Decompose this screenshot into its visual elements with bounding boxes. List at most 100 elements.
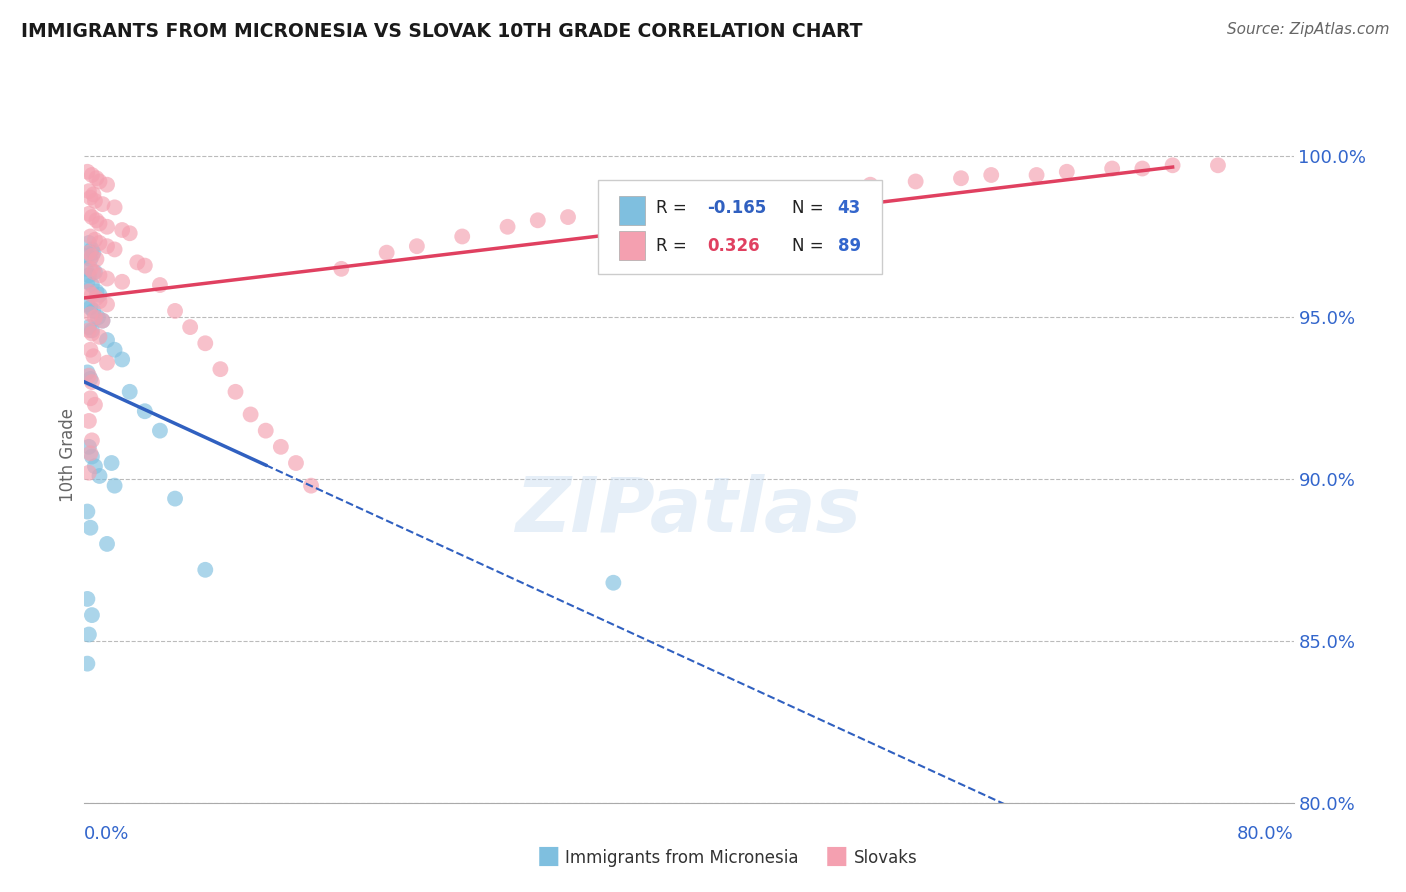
Point [77,440,100,454]
Point [76,249,98,263]
Point [84,459,107,474]
Point [830,181,852,195]
Point [80,249,103,263]
Point [77,235,100,250]
Point [557,210,579,224]
Point [149,278,172,293]
Text: R =: R = [657,199,692,217]
Point [104,343,127,357]
Text: Source: ZipAtlas.com: Source: ZipAtlas.com [1226,22,1389,37]
Point [80,287,103,301]
Point [79,252,101,267]
Point [406,239,429,253]
Point [80,326,103,341]
Point [86,291,108,305]
Text: 80.0%: 80.0% [1237,825,1294,843]
Point [76,504,98,518]
Point [82,304,104,318]
Text: 43: 43 [838,199,860,217]
Point [84,398,107,412]
Point [89,330,111,344]
Point [904,174,927,188]
Point [77,627,100,641]
Point [1025,168,1047,182]
Point [77,184,100,198]
Point [77,207,100,221]
Point [80,434,103,448]
Point [80,608,103,623]
Point [77,368,100,383]
Point [118,384,141,399]
Text: IMMIGRANTS FROM MICRONESIA VS SLOVAK 10TH GRADE CORRELATION CHART: IMMIGRANTS FROM MICRONESIA VS SLOVAK 10T… [21,22,863,41]
Point [111,275,134,289]
Point [82,245,104,260]
Point [89,294,111,309]
Point [79,191,101,205]
Point [1101,161,1123,176]
Point [96,333,118,347]
Point [96,537,118,551]
Point [76,275,98,289]
Point [79,261,101,276]
Text: Immigrants from Micronesia: Immigrants from Micronesia [565,849,799,867]
Point [77,414,100,428]
Point [194,336,217,351]
Point [1206,158,1229,172]
Bar [619,231,645,260]
Text: -0.165: -0.165 [707,199,766,217]
Point [284,456,308,470]
Point [299,478,322,492]
Point [451,229,474,244]
Point [134,259,156,273]
Point [77,466,100,480]
Point [79,307,101,321]
Point [79,521,101,535]
Point [980,168,1002,182]
Point [104,200,127,214]
Point [100,456,122,470]
Point [91,313,114,327]
Point [239,408,262,422]
Point [80,278,103,293]
Point [1161,158,1184,172]
Point [678,197,700,211]
Point [84,310,107,325]
Bar [619,196,645,226]
Point [179,320,201,334]
Point [84,233,107,247]
Point [859,178,882,192]
Point [799,187,821,202]
Point [79,301,101,315]
Point [96,239,118,253]
Point [96,178,118,192]
Point [77,320,100,334]
Point [225,384,247,399]
Point [950,171,973,186]
Point [602,575,624,590]
Point [76,591,98,606]
Point [91,197,114,211]
Text: 89: 89 [838,237,860,255]
Point [89,287,111,301]
Point [82,187,104,202]
Point [149,424,172,438]
Point [86,285,108,299]
Point [79,446,101,460]
Point [527,213,550,227]
Point [375,245,398,260]
Point [89,217,111,231]
Point [77,245,100,260]
Y-axis label: 10th Grade: 10th Grade [59,408,77,502]
Point [1056,165,1078,179]
Point [79,372,101,386]
Point [254,424,277,438]
Point [96,271,118,285]
Point [80,243,103,257]
Point [80,375,103,389]
Point [76,657,98,671]
Point [111,352,134,367]
Point [96,356,118,370]
Point [76,165,98,179]
Point [111,223,134,237]
Point [82,265,104,279]
